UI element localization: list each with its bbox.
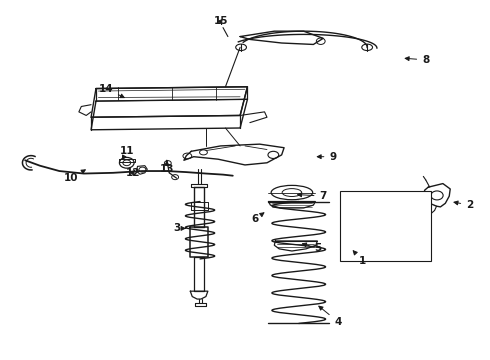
Text: 10: 10 <box>64 170 85 183</box>
Bar <box>340 191 431 261</box>
Text: 12: 12 <box>125 168 140 178</box>
Text: 9: 9 <box>317 152 337 162</box>
Text: 11: 11 <box>120 146 134 159</box>
Text: 2: 2 <box>454 200 473 210</box>
Text: 8: 8 <box>405 55 429 65</box>
Text: 15: 15 <box>213 17 228 27</box>
Text: 6: 6 <box>251 213 264 224</box>
Ellipse shape <box>372 223 381 229</box>
Text: 5: 5 <box>302 243 322 253</box>
Text: 3: 3 <box>173 224 186 233</box>
Text: 7: 7 <box>298 191 327 201</box>
Text: 14: 14 <box>98 84 124 98</box>
Text: 13: 13 <box>160 161 174 174</box>
Text: 4: 4 <box>319 306 342 327</box>
Text: 1: 1 <box>353 251 366 266</box>
